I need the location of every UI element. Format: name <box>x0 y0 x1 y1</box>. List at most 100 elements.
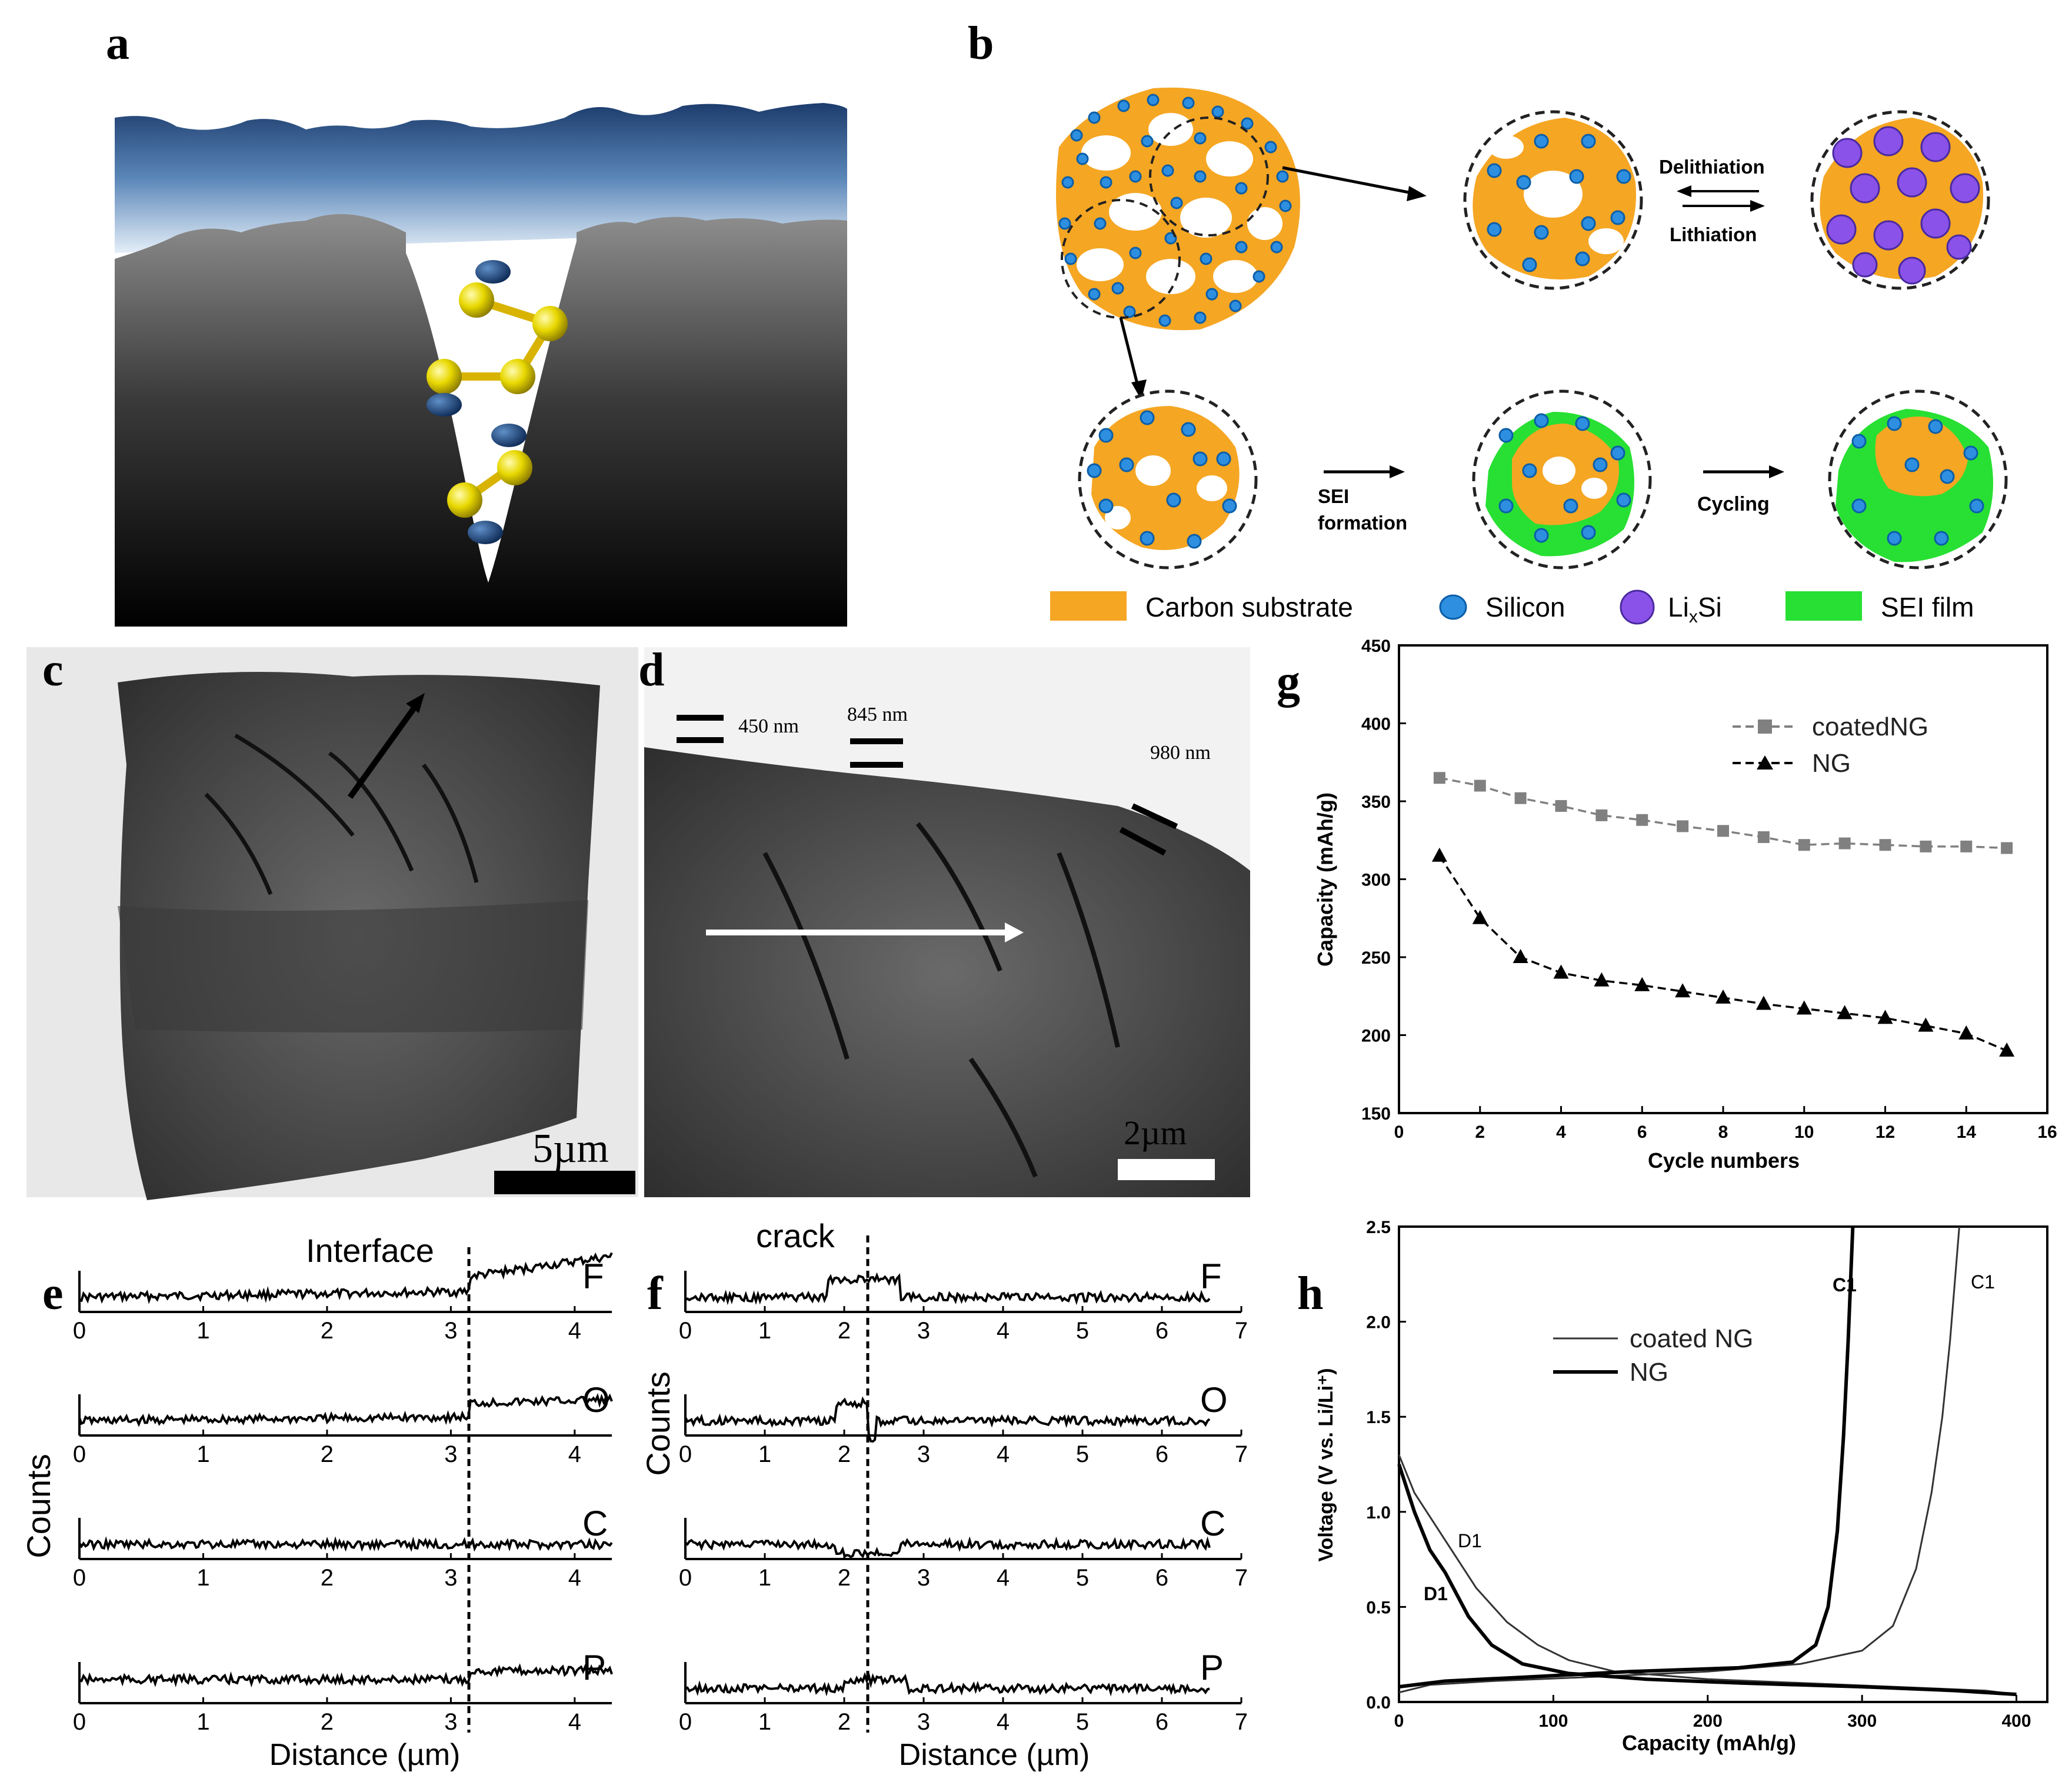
x-tick-label-h: 400 <box>2001 1711 2031 1731</box>
annotation-d1-coated: D1 <box>1458 1530 1482 1551</box>
panel-a: a <box>106 18 847 627</box>
data-point-coatedNG <box>1677 820 1689 832</box>
x-tick-label: 2 <box>838 1709 851 1735</box>
series-line-NG-C1 <box>1398 1226 1855 1689</box>
data-point-NG <box>1958 1025 1974 1040</box>
data-point-NG <box>1837 1005 1853 1020</box>
x-tick-label-g: 12 <box>1876 1123 1895 1142</box>
x-tick-label-g: 16 <box>2037 1123 2057 1142</box>
scan-trace-P <box>685 1672 1210 1697</box>
composite-particle <box>1047 82 1300 335</box>
legend-swatch-lixsi <box>1620 589 1655 625</box>
lithium-ion <box>475 260 511 284</box>
panel-e: e Interface Counts Distance (µm) 0 1 2 3 4F0… <box>20 1232 613 1772</box>
data-point-coatedNG <box>1595 809 1608 821</box>
lithiation-label: Lithiation <box>1670 224 1757 245</box>
element-label-C: C <box>582 1504 608 1543</box>
x-tick-label: 1 <box>196 1441 209 1467</box>
sulfur-atom <box>500 359 535 394</box>
x-tick-label: 4 <box>997 1318 1010 1344</box>
sei-label-2: formation <box>1318 512 1407 534</box>
x-tick-label: 3 <box>917 1441 930 1467</box>
x-tick-label: 2 <box>321 1709 334 1735</box>
panel-label-d: d <box>638 644 665 696</box>
series-line-NG-D1 <box>1397 1464 2017 1697</box>
panel-label-c: c <box>42 644 64 696</box>
x-tick-label-g: 6 <box>1637 1123 1647 1142</box>
panel-d: 450 nm 845 nm 980 nm 2µm d <box>638 644 1250 1197</box>
x-tick-label-g: 0 <box>1394 1123 1404 1142</box>
x-tick-label: 0 <box>73 1709 86 1735</box>
x-tick-label: 4 <box>568 1318 581 1344</box>
scale-bar-d: 2µm <box>1124 1114 1187 1152</box>
delithiation-label: Delithiation <box>1659 156 1765 178</box>
x-tick-label-h: 100 <box>1538 1711 1568 1731</box>
graphite-electrode <box>115 214 847 627</box>
legend-swatch-sei <box>1785 591 1862 621</box>
x-tick-label: 0 <box>73 1441 86 1467</box>
x-tick-label: 5 <box>1076 1565 1089 1591</box>
data-point-coatedNG <box>1838 837 1851 850</box>
legend-swatch-silicon <box>1439 594 1467 620</box>
legend-ng-h: NG <box>1630 1358 1668 1387</box>
x-tick-label: 7 <box>1235 1709 1248 1735</box>
annotation-interface: Interface <box>306 1232 434 1269</box>
x-tick-label: 7 <box>1235 1318 1248 1344</box>
element-label-O: O <box>1200 1380 1228 1420</box>
x-tick-label: 0 <box>73 1318 86 1344</box>
data-point-coatedNG <box>1514 792 1527 804</box>
sulfur-atom <box>497 450 532 485</box>
x-tick-label: 3 <box>917 1565 930 1591</box>
y-tick-label-h: 2.5 <box>1366 1218 1391 1237</box>
legend-silicon: Silicon <box>1485 592 1565 622</box>
x-tick-label: 2 <box>321 1318 334 1344</box>
y-tick-label-g: 150 <box>1361 1104 1391 1124</box>
x-tick-label: 1 <box>758 1318 771 1344</box>
x-tick-label: 4 <box>568 1441 581 1467</box>
data-point-coatedNG <box>1879 839 1891 851</box>
x-tick-label: 4 <box>568 1565 581 1591</box>
ylabel-h: Voltage (V vs. Li/Li⁺) <box>1315 1368 1337 1561</box>
x-tick-label: 2 <box>838 1441 851 1467</box>
cycling-label: Cycling <box>1697 493 1770 515</box>
xlabel-e: Distance (µm) <box>269 1738 461 1772</box>
panel-f: f crack Counts Distance (µm) 0 1 2 3 4 5 6 7F0 1… <box>639 1217 1248 1772</box>
x-tick-label: 6 <box>1155 1709 1168 1735</box>
thickness-label-1: 450 nm <box>738 715 799 737</box>
annotation-crack: crack <box>756 1217 835 1254</box>
panel-label-h: h <box>1297 1268 1324 1320</box>
sulfur-atom <box>427 359 462 394</box>
data-point-NG <box>1999 1042 2015 1057</box>
x-tick-label: 2 <box>321 1441 334 1467</box>
x-tick-label: 3 <box>444 1441 457 1467</box>
panel-label-f: f <box>647 1268 664 1320</box>
x-tick-label: 4 <box>997 1441 1010 1467</box>
series-line-NG <box>1438 855 2007 1052</box>
y-tick-label-g: 350 <box>1361 792 1391 812</box>
x-tick-label-h: 0 <box>1394 1711 1404 1731</box>
lithium-ion <box>468 521 503 544</box>
legend-lixsi: LixSi <box>1668 592 1722 627</box>
annotation-d1-ng: D1 <box>1424 1583 1448 1604</box>
x-tick-label: 4 <box>997 1565 1010 1591</box>
data-point-NG <box>1472 910 1488 924</box>
x-tick-label: 1 <box>758 1709 771 1735</box>
x-tick-label: 0 <box>679 1441 692 1467</box>
legend-swatch-carbon <box>1050 591 1127 621</box>
data-point-NG <box>1634 977 1650 991</box>
x-tick-label: 4 <box>568 1709 581 1735</box>
element-label-P: P <box>1200 1648 1224 1687</box>
annotation-c1-coated: C1 <box>1971 1271 1995 1293</box>
x-tick-label: 0 <box>679 1709 692 1735</box>
x-tick-label: 0 <box>679 1318 692 1344</box>
thickness-label-2: 845 nm <box>847 704 908 725</box>
panel-label-g: g <box>1277 656 1300 708</box>
data-point-coatedNG <box>1920 840 1932 852</box>
x-tick-label: 4 <box>997 1709 1010 1735</box>
data-point-coatedNG <box>1798 839 1810 851</box>
panel-label-a: a <box>106 18 129 69</box>
xlabel-g: Cycle numbers <box>1648 1148 1800 1173</box>
x-tick-label: 1 <box>196 1318 209 1344</box>
data-point-NG <box>1431 847 1447 862</box>
